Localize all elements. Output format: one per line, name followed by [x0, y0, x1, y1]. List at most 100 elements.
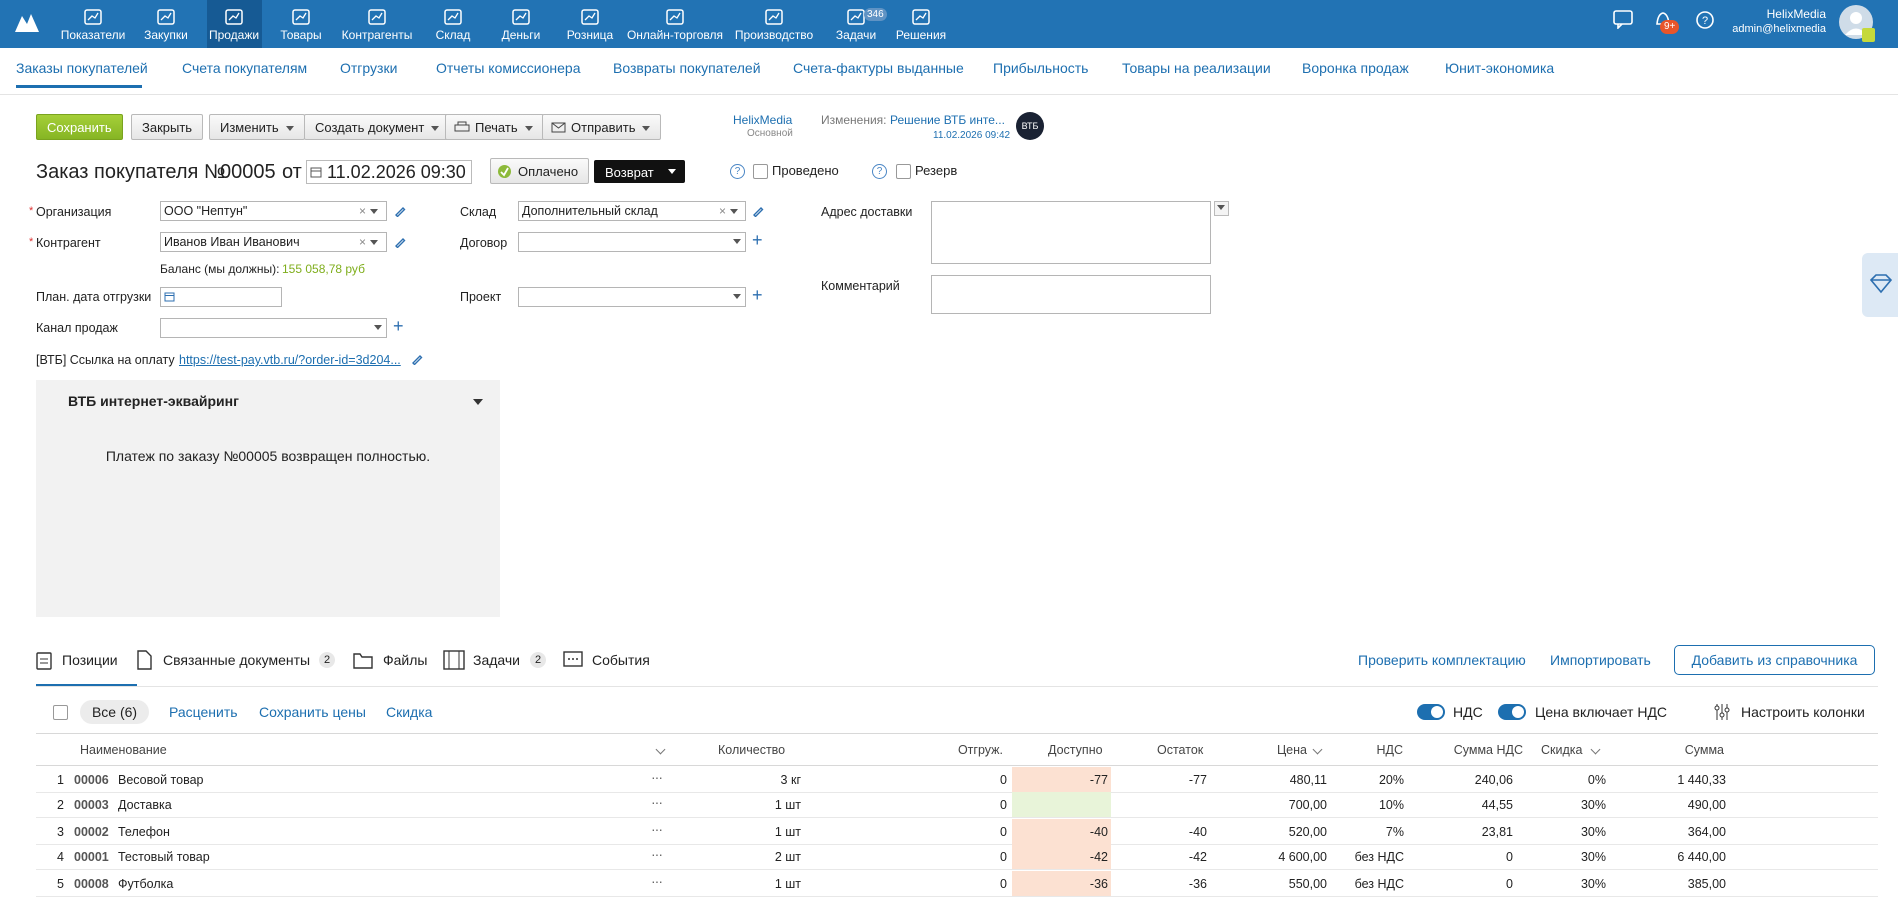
tab-events[interactable]: События — [592, 652, 650, 668]
column-header[interactable]: Остаток — [1157, 743, 1204, 757]
cell-name[interactable]: Футболка — [118, 877, 174, 891]
nav-item[interactable]: Закупки — [144, 28, 188, 42]
sort-arrow[interactable] — [1312, 744, 1323, 755]
import-link[interactable]: Импортировать — [1550, 652, 1651, 668]
tab-positions[interactable]: Позиции — [62, 652, 118, 668]
cell-name[interactable]: Доставка — [118, 798, 172, 812]
address-field[interactable] — [931, 201, 1211, 264]
sub-nav-item[interactable]: Счета-фактуры выданные — [793, 60, 964, 76]
row-menu[interactable]: ··· — [651, 794, 663, 810]
vtb-link[interactable]: https://test-pay.vtb.ru/?order-id=3d204.… — [179, 353, 401, 367]
filter-all[interactable]: Все (6) — [80, 700, 149, 724]
vat-toggle[interactable] — [1416, 703, 1446, 721]
nav-item[interactable]: Показатели — [60, 28, 126, 42]
column-header[interactable]: Сумма — [1684, 743, 1724, 757]
row-menu[interactable]: ··· — [651, 769, 663, 785]
organization-field[interactable]: ООО "Нептун" — [160, 201, 387, 221]
sub-nav-item[interactable]: Товары на реализации — [1122, 60, 1271, 76]
channel-field[interactable] — [160, 318, 387, 338]
clear-icon[interactable]: × — [359, 203, 379, 219]
side-widget[interactable] — [1862, 253, 1898, 317]
tab-files[interactable]: Файлы — [383, 652, 428, 668]
row-menu[interactable]: ··· — [651, 821, 663, 837]
column-header[interactable]: Наименование — [80, 743, 167, 757]
add-icon[interactable]: + — [752, 230, 763, 250]
column-header[interactable]: Количество — [718, 743, 786, 757]
edit-icon[interactable] — [411, 353, 423, 365]
edit-icon[interactable] — [394, 205, 406, 217]
doc-number[interactable]: 00005 — [220, 161, 276, 183]
sub-nav-item[interactable]: Воронка продаж — [1302, 60, 1409, 76]
warehouse-field[interactable]: Дополнительный склад — [518, 201, 746, 221]
reprice-link[interactable]: Расценить — [169, 704, 238, 720]
column-header[interactable]: Цена — [1276, 743, 1307, 757]
nav-item[interactable]: Склад — [435, 28, 471, 42]
print-button[interactable]: Печать — [445, 114, 544, 140]
nav-item[interactable]: Задачи — [835, 28, 877, 42]
clear-icon[interactable]: × — [719, 203, 739, 219]
edit-button[interactable]: Изменить — [209, 114, 305, 140]
sub-nav-item[interactable]: Отгрузки — [340, 60, 398, 76]
clear-icon[interactable]: × — [359, 234, 379, 250]
add-icon[interactable]: + — [393, 316, 404, 336]
return-button[interactable]: Возврат — [594, 160, 685, 183]
nav-item[interactable]: Продажи — [208, 28, 260, 42]
create-document-button[interactable]: Создать документ — [304, 114, 451, 140]
price-incl-vat-toggle[interactable] — [1497, 703, 1527, 721]
sub-nav-item[interactable]: Прибыльность — [993, 60, 1089, 76]
add-from-catalog-button[interactable]: Добавить из справочника — [1674, 645, 1875, 675]
counterparty-field[interactable]: Иванов Иван Иванович — [160, 232, 387, 252]
posted-checkbox[interactable] — [753, 164, 768, 179]
changes-value[interactable]: Решение ВТБ инте... — [890, 113, 1005, 127]
paid-button[interactable]: Оплачено — [490, 158, 590, 184]
doc-date[interactable]: 11.02.2026 09:30 — [306, 160, 472, 184]
column-header[interactable]: Скидка — [1541, 743, 1583, 757]
nav-item[interactable]: Розница — [566, 28, 614, 42]
close-button[interactable]: Закрыть — [131, 114, 204, 140]
help-icon[interactable]: ? — [730, 164, 745, 179]
select-all-checkbox[interactable] — [53, 705, 68, 720]
org-name[interactable]: HelixMedia — [733, 113, 793, 127]
column-header[interactable]: Доступно — [1048, 743, 1103, 757]
column-header[interactable]: НДС — [1376, 743, 1403, 757]
nav-item[interactable]: Решения — [895, 28, 947, 42]
send-button[interactable]: Отправить — [542, 114, 662, 140]
nav-item[interactable]: Онлайн-торговля — [626, 28, 724, 42]
nav-item[interactable]: Деньги — [501, 28, 541, 42]
sub-nav-item[interactable]: Отчеты комиссионера — [436, 60, 581, 76]
tab-tasks[interactable]: Задачи — [473, 652, 521, 668]
row-menu[interactable]: ··· — [651, 846, 663, 862]
cell-name[interactable]: Весовой товар — [118, 773, 204, 787]
reserve-checkbox[interactable] — [896, 164, 911, 179]
column-header[interactable]: Сумма НДС — [1453, 743, 1523, 757]
comment-field[interactable] — [931, 275, 1211, 314]
add-icon[interactable]: + — [752, 285, 763, 305]
sub-nav-item[interactable]: Возвраты покупателей — [613, 60, 761, 76]
sub-nav-item[interactable]: Заказы покупателей — [16, 60, 148, 76]
row-menu[interactable]: ··· — [651, 873, 663, 889]
tab-related[interactable]: Связанные документы — [163, 652, 311, 668]
project-field[interactable] — [518, 287, 746, 307]
vtb-panel-caret[interactable] — [473, 399, 483, 405]
sub-nav-item[interactable]: Счета покупателям — [182, 60, 308, 76]
nav-item[interactable]: Производство — [734, 28, 814, 42]
user-name[interactable]: HelixMedia — [1766, 7, 1826, 21]
columns-label[interactable]: Настроить колонки — [1741, 704, 1865, 720]
chat-icon[interactable] — [1612, 9, 1634, 29]
avatar[interactable] — [1838, 4, 1878, 44]
cell-name[interactable]: Тестовый товар — [118, 850, 210, 864]
nav-item[interactable]: Контрагенты — [341, 28, 413, 42]
nav-item[interactable]: Товары — [280, 28, 322, 42]
help-icon[interactable]: ? — [1695, 10, 1715, 30]
ship-date-field[interactable] — [160, 287, 282, 307]
address-dropdown[interactable] — [1214, 201, 1229, 216]
save-prices-link[interactable]: Сохранить цены — [259, 704, 366, 720]
contract-field[interactable] — [518, 232, 746, 252]
column-header[interactable]: Отгруж. — [957, 743, 1003, 757]
help-icon[interactable]: ? — [872, 164, 887, 179]
sort-arrow[interactable] — [1590, 744, 1601, 755]
discount-link[interactable]: Скидка — [386, 704, 433, 720]
save-button[interactable]: Сохранить — [36, 114, 123, 140]
check-link[interactable]: Проверить комплектацию — [1358, 652, 1526, 668]
sort-arrow[interactable] — [655, 744, 666, 755]
